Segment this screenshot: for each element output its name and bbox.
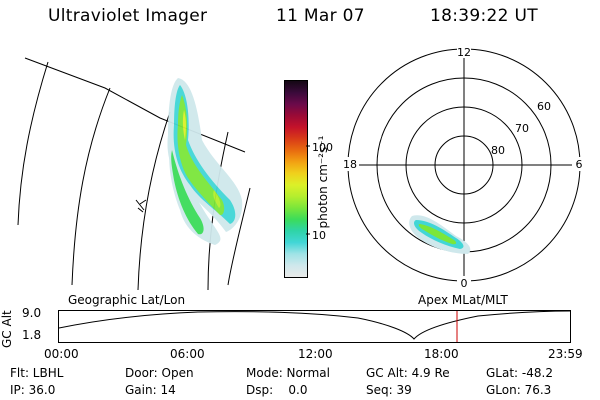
- timeline-x-tick: 06:00: [170, 347, 205, 361]
- filter-info: Flt: LBHL: [10, 366, 64, 380]
- meridian-line: [137, 111, 171, 290]
- ip-info: IP: 36.0: [10, 383, 56, 397]
- polar-midnight-label: 0: [461, 277, 468, 290]
- polar-noon-label: 12: [457, 46, 471, 59]
- polar-lat-label: 60: [537, 100, 551, 113]
- gc-alt-info: GC Alt: 4.9 Re: [366, 366, 450, 380]
- door-info: Door: Open: [125, 366, 194, 380]
- altitude-curve: [58, 310, 571, 340]
- polar-lat-label: 70: [515, 122, 529, 135]
- gain-info: Gain: 14: [125, 383, 176, 397]
- polar-aurora-emission: [409, 215, 471, 254]
- latitude-line: [24, 57, 246, 153]
- colorbar-tick-label: 10: [312, 229, 326, 242]
- colorbar: [284, 80, 308, 278]
- instrument-title: Ultraviolet Imager: [48, 6, 208, 26]
- polar-lat-label: 80: [491, 144, 505, 157]
- geographic-map: [17, 57, 251, 290]
- colorbar-ticks: 100 10: [306, 141, 333, 242]
- polar-dawn-label: 6: [576, 158, 583, 171]
- subsolar-marker-icon: [135, 199, 147, 213]
- glon-info: GLon: 76.3: [486, 383, 552, 397]
- seq-info: Seq: 39: [366, 383, 412, 397]
- timeline-x-tick: 00:00: [44, 347, 79, 361]
- timeline-y-tick: 1.8: [22, 328, 42, 342]
- polar-dusk-label: 18: [343, 158, 357, 171]
- geo-panel-label: Geographic Lat/Lon: [68, 293, 186, 307]
- timeline-x-tick: 18:00: [424, 347, 459, 361]
- altitude-timeline: [58, 310, 571, 343]
- meridian-line: [71, 87, 111, 286]
- glat-info: GLat: -48.2: [486, 366, 553, 380]
- date-label: 11 Mar 07: [276, 6, 365, 26]
- mode-info: Mode: Normal: [246, 366, 330, 380]
- timeline-x-tick: 23:59: [548, 347, 583, 361]
- meridian-line: [17, 61, 49, 226]
- apex-panel-label: Apex MLat/MLT: [418, 293, 508, 307]
- timeline-x-tick: 12:00: [298, 347, 333, 361]
- timeline-y-tick: 9.0: [22, 306, 42, 320]
- meridian-line: [227, 187, 251, 286]
- polar-plot: 12 0 18 6 60 70 80: [341, 45, 584, 290]
- colorbar-unit-label: photon cm⁻²s⁻¹: [316, 135, 330, 229]
- time-label: 18:39:22 UT: [430, 6, 538, 26]
- dsp-info: Dsp: 0.0: [246, 383, 308, 397]
- timeline-y-label: GC Alt: [0, 310, 14, 348]
- aurora-emission: [167, 78, 243, 245]
- colorbar-tick-label: 100: [312, 141, 333, 154]
